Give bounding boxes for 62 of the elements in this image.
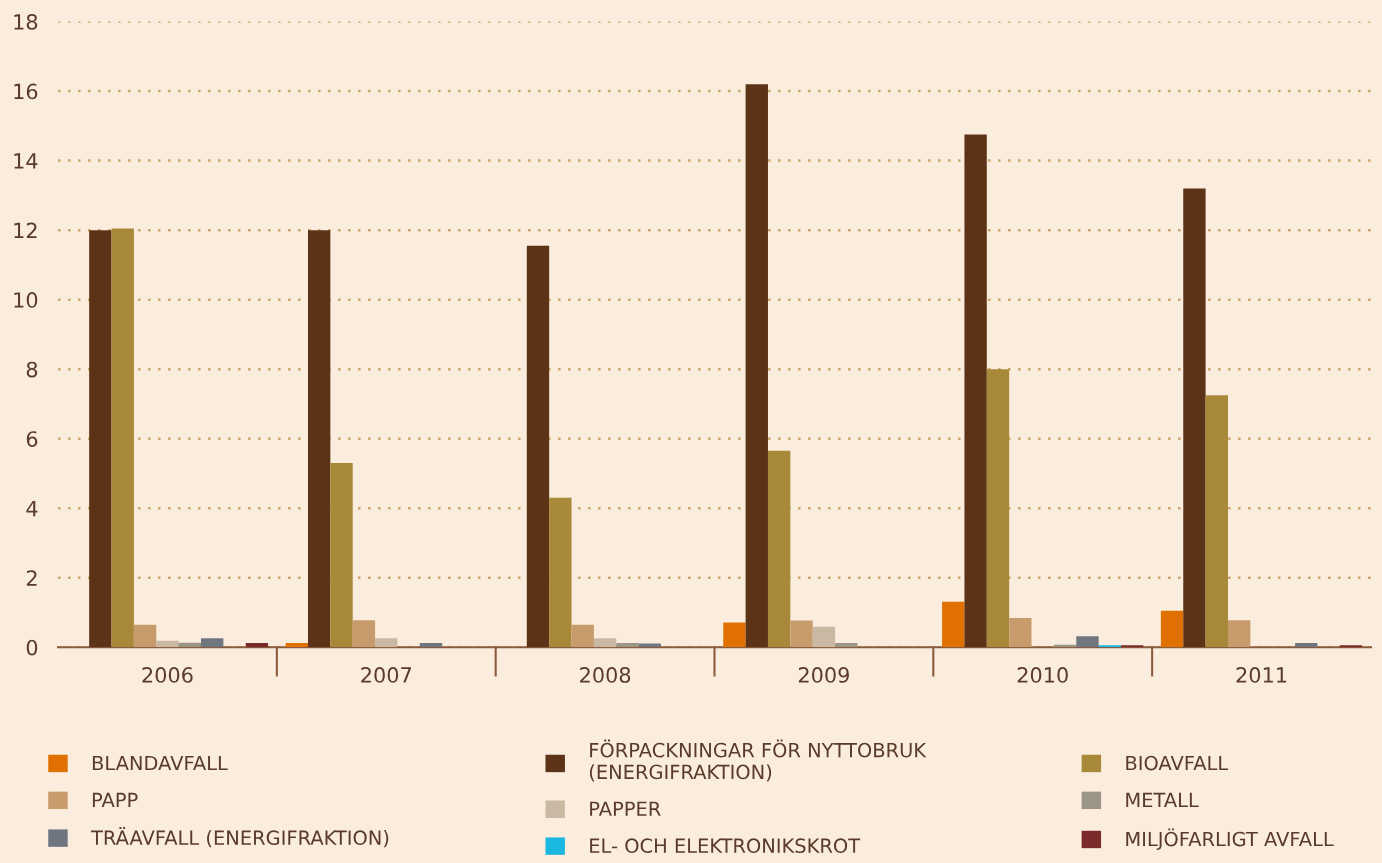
legend-label: EL- OCH ELEKTRONIKSKROT — [590, 838, 861, 854]
bar — [723, 622, 746, 648]
bar — [571, 624, 594, 648]
bar — [89, 230, 112, 648]
bar — [986, 369, 1010, 648]
bar — [1160, 610, 1184, 648]
y-tick-label: 18 — [14, 14, 38, 30]
bar — [156, 640, 179, 648]
bar — [1076, 636, 1099, 648]
bar — [330, 463, 353, 648]
bar — [638, 643, 662, 648]
bar — [111, 228, 134, 648]
x-tick-label: 2011 — [1236, 667, 1287, 683]
bar — [1227, 620, 1251, 648]
bar — [790, 620, 813, 648]
legend-label: FÖRPACKNINGAR FÖR NYTTOBRUK (ENERGIFRAKTION) — [589, 739, 927, 782]
legend-label: BIOAVFALL — [1126, 755, 1229, 771]
y-tick-label: 12 — [14, 222, 37, 239]
legend-label: METALL — [1126, 792, 1199, 808]
y-tick-label: 2 — [26, 570, 37, 586]
bar — [201, 638, 224, 648]
legend-label: PAPP — [92, 792, 138, 808]
x-tick-label: 2008 — [580, 667, 631, 683]
x-tick-label: 2006 — [142, 667, 193, 683]
y-tick-label: 10 — [14, 292, 38, 308]
bar — [375, 638, 398, 648]
bar — [352, 620, 376, 648]
bar — [1205, 395, 1228, 648]
bar — [307, 230, 331, 648]
legend-label: BLANDAVFALL — [92, 755, 228, 771]
bar — [745, 84, 768, 648]
bar — [835, 643, 858, 648]
bar — [133, 624, 157, 648]
y-tick-label: 14 — [14, 153, 38, 169]
legend-label: MILJÖFARLIGT AVFALL — [1126, 828, 1334, 850]
bar — [285, 643, 308, 648]
bar — [812, 626, 836, 648]
bar — [1121, 645, 1144, 648]
bar — [1183, 188, 1206, 648]
x-tick-label: 2007 — [361, 667, 411, 683]
y-tick-label: 6 — [26, 431, 38, 447]
bar — [616, 643, 639, 648]
bar — [549, 497, 572, 648]
bar — [1339, 645, 1363, 648]
bar — [1098, 645, 1122, 648]
bar — [964, 134, 987, 648]
bar — [1295, 643, 1318, 648]
y-tick-label: 0 — [26, 639, 38, 656]
bar — [593, 638, 617, 648]
legend-label: PAPPER — [590, 801, 661, 816]
bar — [767, 450, 791, 648]
y-tick-label: 16 — [14, 83, 38, 100]
x-tick-label: 2010 — [1017, 667, 1068, 683]
bar — [245, 643, 269, 648]
y-tick-label: 8 — [26, 361, 38, 378]
bar — [526, 245, 550, 648]
y-tick-label: 4 — [26, 500, 38, 517]
bar — [1009, 618, 1032, 648]
x-tick-label: 2009 — [798, 667, 849, 683]
legend-label: TRÄAVFALL (ENERGIFRAKTION) — [90, 827, 389, 848]
bar — [419, 643, 443, 648]
bar — [942, 601, 965, 648]
